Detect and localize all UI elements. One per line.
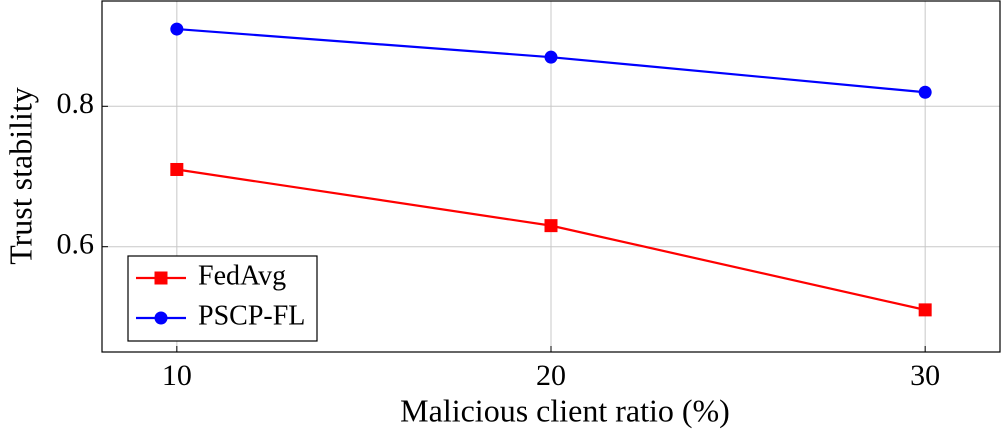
x-axis-label: Malicious client ratio (%) xyxy=(400,392,730,428)
legend: FedAvg PSCP-FL xyxy=(127,255,318,342)
y-axis-label: Trust stability xyxy=(2,87,38,265)
marker xyxy=(154,271,168,285)
marker xyxy=(170,22,184,36)
legend-box xyxy=(127,255,318,342)
legend-label: PSCP-FL xyxy=(198,300,305,331)
x-tick-label: 10 xyxy=(162,359,192,392)
marker xyxy=(170,162,184,176)
marker xyxy=(544,219,558,233)
marker xyxy=(154,311,168,325)
plot-frame xyxy=(101,0,1001,353)
marker xyxy=(544,50,558,64)
legend-label: FedAvg xyxy=(198,260,286,291)
y-tick-label: 0.6 xyxy=(57,228,95,261)
marker xyxy=(918,303,932,317)
marker xyxy=(918,85,932,99)
y-tick-label: 0.8 xyxy=(57,87,95,120)
x-tick-label: 30 xyxy=(910,359,940,392)
x-tick-label: 20 xyxy=(536,359,566,392)
